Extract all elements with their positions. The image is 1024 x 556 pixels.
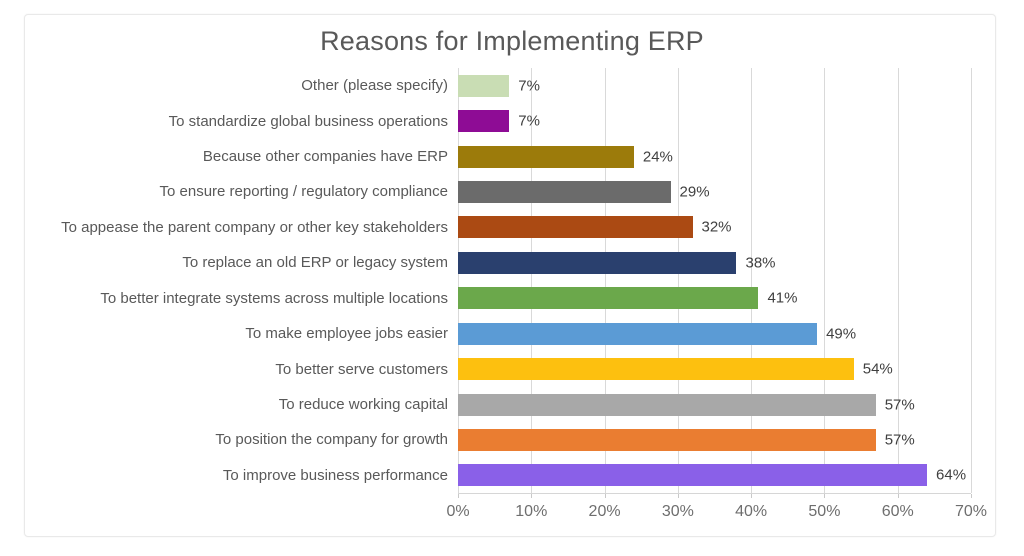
value-label: 24% (642, 148, 673, 166)
gridline (897, 68, 899, 493)
chart-row: To improve business performance 64% (30, 458, 971, 493)
gridline (531, 68, 533, 493)
axis-tick (604, 494, 606, 498)
bar (458, 145, 634, 168)
category-label: To position the company for growth (215, 431, 448, 449)
x-tick-label: 50% (808, 503, 841, 520)
axis-tick (971, 494, 972, 498)
gridline (677, 68, 679, 493)
x-tick-label: 0% (446, 503, 470, 520)
x-tick-label: 70% (954, 503, 988, 520)
axis-tick (751, 494, 753, 498)
category-label: Because other companies have ERP (202, 148, 448, 166)
value-label: 32% (701, 218, 732, 236)
axis-tick (897, 494, 899, 498)
value-label: 57% (884, 396, 915, 413)
category-label: Other (please specify) (301, 77, 448, 95)
bar (458, 464, 928, 487)
bar-track: 32% (458, 210, 971, 245)
chart-row: To better integrate systems across multi… (30, 281, 971, 316)
bar (458, 110, 510, 133)
x-tick-label: 60% (881, 503, 914, 520)
bar (458, 287, 759, 310)
bar-track: 7% (458, 103, 971, 138)
category-label: To better integrate systems across multi… (100, 289, 448, 307)
value-label: 57% (884, 431, 915, 449)
bar (458, 428, 876, 451)
x-tick-label: 10% (515, 503, 548, 520)
value-label: 29% (679, 183, 710, 201)
category-label: To ensure reporting / regulatory complia… (159, 183, 449, 201)
bar-track: 49% (458, 316, 971, 351)
bar (458, 322, 818, 345)
value-label: 41% (767, 289, 798, 307)
bar (458, 358, 854, 381)
value-label: 38% (745, 254, 776, 272)
category-label: To replace an old ERP or legacy system (182, 254, 448, 272)
gridline (604, 68, 606, 493)
gridlines (458, 68, 972, 498)
bar-track: 57% (458, 422, 971, 457)
bar-track: 38% (458, 245, 971, 280)
value-label: 49% (826, 325, 857, 343)
chart-rows: Other (please specify) 7% To standardize g… (30, 68, 971, 493)
category-label: To improve business performance (222, 466, 448, 484)
bar-track: 24% (458, 139, 971, 174)
gridline (971, 68, 972, 493)
chart-row: Other (please specify) 7% (30, 68, 971, 103)
bar-track: 41% (458, 281, 971, 316)
x-axis-line (458, 493, 971, 494)
bar-track: 54% (458, 351, 971, 386)
chart-row: To ensure reporting / regulatory complia… (30, 174, 971, 209)
bar (458, 180, 671, 203)
bar-track: 57% (458, 387, 971, 422)
bar-track: 7% (458, 68, 971, 103)
chart-row: Because other companies have ERP 24% (30, 139, 971, 174)
x-tick-label: 30% (661, 503, 694, 520)
value-label: 54% (862, 360, 893, 378)
category-label: To better serve customers (275, 360, 448, 378)
axis-tick (824, 494, 826, 498)
category-label: To reduce working capital (278, 396, 448, 413)
bar (458, 216, 693, 239)
chart-row: To make employee jobs easier 49% (30, 316, 971, 351)
chart-row: To better serve customers 54% (30, 351, 971, 386)
bar (458, 74, 510, 97)
axis-tick (677, 494, 679, 498)
gridline (751, 68, 753, 493)
category-label: To standardize global business operation… (168, 112, 448, 130)
bar (458, 251, 737, 274)
chart-row: To reduce working capital 57% (30, 387, 971, 422)
value-label: 7% (518, 112, 540, 130)
value-label: 7% (518, 77, 540, 95)
bar-track: 64% (458, 458, 971, 493)
gridline (824, 68, 826, 493)
chart-row: To standardize global business operation… (30, 103, 971, 138)
category-label: To make employee jobs easier (245, 325, 448, 343)
chart-row: To position the company for growth 57% (30, 422, 971, 457)
gridline (458, 68, 459, 493)
bar (458, 393, 876, 416)
chart-row: To appease the parent company or other k… (30, 210, 971, 245)
bar-track: 29% (458, 174, 971, 209)
value-label: 64% (936, 466, 967, 484)
x-axis-labels: 0% 10% 20% 30% 40% 50% 60% 70% (446, 503, 987, 525)
category-label: To appease the parent company or other k… (61, 218, 448, 236)
x-tick-label: 40% (735, 503, 768, 520)
chart-title: Reasons for Implementing ERP (320, 26, 704, 56)
axis-tick (531, 494, 533, 498)
axis-tick (458, 494, 459, 498)
chart-row: To replace an old ERP or legacy system 38… (30, 245, 971, 280)
x-tick-label: 20% (588, 503, 621, 520)
